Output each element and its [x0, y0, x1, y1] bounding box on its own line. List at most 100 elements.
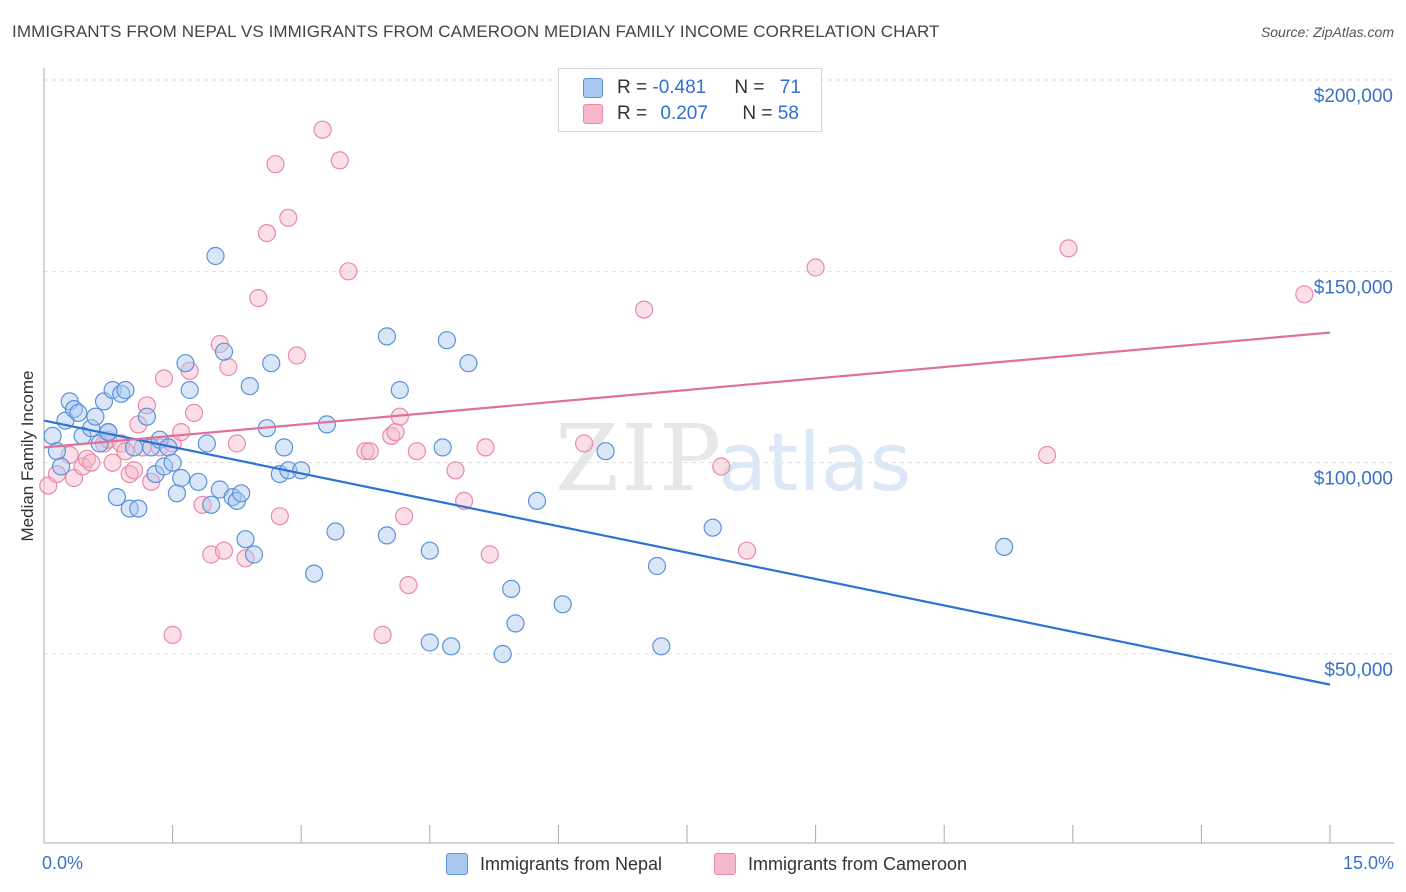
nepal-point-71 [995, 537, 1014, 557]
nepal-point-62 [493, 644, 512, 664]
cameroon-point-60 [1059, 239, 1078, 258]
nepal-point-35 [206, 246, 225, 266]
nepal-point-17 [116, 380, 135, 400]
nepal-point-64 [506, 614, 525, 633]
nepal-point-41 [236, 530, 255, 549]
bottom-legend-swatch-cameroon [714, 853, 736, 875]
legend-nepal-n-value: 71 [779, 77, 801, 98]
legend-cameroon-r-value: 0.207 [660, 103, 708, 124]
y-axis-label: Median Family Income [18, 370, 37, 541]
nepal-point-27 [163, 453, 182, 472]
series-cameroon-points [39, 120, 1314, 645]
cameroon-point-24 [184, 403, 204, 422]
cameroon-point-9 [103, 453, 122, 472]
nepal-point-53 [377, 526, 396, 545]
chart-title: IMMIGRANTS FROM NEPAL VS IMMIGRANTS FROM… [12, 22, 940, 41]
nepal-point-60 [442, 637, 461, 656]
legend-swatch-cameroon [583, 104, 603, 124]
nepal-point-0 [43, 426, 62, 445]
watermark-zip: ZIP [555, 405, 723, 512]
nepal-point-68 [647, 556, 667, 576]
nepal-point-58 [433, 438, 452, 457]
nepal-point-50 [305, 564, 324, 583]
bottom-legend-nepal: Immigrants from Nepal [446, 852, 662, 876]
y-tick-label-3: $200,000 [1314, 86, 1393, 107]
cameroon-point-50 [446, 461, 465, 480]
nepal-point-42 [240, 377, 259, 396]
x-tick-label-0: 0.0% [42, 853, 83, 873]
cameroon-point-28 [214, 541, 234, 560]
watermark-atlas: atlas [718, 416, 911, 509]
nepal-point-14 [103, 380, 122, 400]
cameroon-point-33 [257, 224, 276, 243]
y-tick-label-0: $50,000 [1324, 660, 1393, 681]
nepal-point-52 [326, 522, 345, 541]
nepal-point-25 [154, 457, 174, 476]
legend-row-cameroon: R = 0.207 N = 58 [583, 103, 799, 125]
bottom-legend-cameroon: Immigrants from Cameroon [714, 852, 967, 876]
nepal-point-28 [167, 484, 186, 503]
cameroon-point-19 [154, 369, 174, 388]
nepal-point-69 [652, 637, 671, 656]
nepal-point-6 [69, 403, 88, 422]
cameroon-point-53 [480, 545, 499, 564]
nepal-point-2 [51, 457, 71, 476]
legend-cameroon-n-label: N = [742, 103, 778, 124]
nepal-point-55 [390, 380, 409, 400]
nepal-point-63 [502, 579, 521, 599]
legend-cameroon-n-value: 58 [777, 103, 799, 124]
cameroon-point-6 [82, 453, 101, 472]
cameroon-point-32 [249, 289, 268, 308]
nepal-point-37 [214, 342, 234, 361]
legend-nepal-n-label: N = [734, 77, 770, 98]
cameroon-point-54 [574, 434, 594, 453]
cameroon-point-20 [163, 625, 182, 645]
nepal-point-20 [129, 499, 148, 518]
watermark: ZIP atlas [555, 405, 911, 512]
cameroon-point-36 [279, 208, 298, 227]
nepal-point-57 [420, 541, 439, 560]
nepal-point-21 [137, 407, 156, 426]
cameroon-point-43 [373, 625, 392, 645]
cameroon-point-59 [1037, 445, 1057, 465]
cameroon-point-57 [737, 541, 757, 560]
cameroon-point-31 [236, 549, 255, 568]
nepal-point-66 [553, 595, 572, 614]
axes [43, 68, 1394, 844]
nepal-point-32 [189, 472, 208, 491]
nepal-point-49 [292, 461, 311, 480]
nepal-point-43 [244, 545, 264, 564]
cameroon-point-48 [399, 575, 418, 595]
nepal-point-47 [275, 438, 294, 457]
cameroon-trend-line [43, 331, 1331, 449]
cameroon-point-29 [219, 357, 238, 377]
cameroon-point-42 [360, 442, 379, 461]
nepal-point-29 [172, 468, 191, 488]
trend-lines [43, 331, 1331, 686]
bottom-legend-label-cameroon: Immigrants from Cameroon [748, 853, 968, 874]
nepal-point-54 [377, 327, 396, 346]
cameroon-point-40 [339, 262, 358, 281]
cameroon-point-13 [124, 461, 144, 480]
legend-nepal-r-label: R = [617, 77, 653, 98]
cameroon-point-37 [287, 346, 306, 365]
bottom-legend-swatch-nepal [446, 853, 468, 875]
y-tick-label-1: $100,000 [1314, 469, 1393, 490]
cameroon-point-22 [172, 423, 191, 442]
legend-swatch-nepal [583, 78, 603, 98]
cameroon-point-39 [330, 151, 349, 170]
cameroon-point-52 [476, 438, 495, 457]
legend-nepal-r-value: -0.481 [652, 77, 707, 98]
nepal-point-9 [86, 407, 105, 426]
cameroon-point-34 [266, 155, 285, 174]
cameroon-point-30 [227, 434, 246, 453]
cameroon-point-35 [270, 507, 289, 526]
nepal-point-61 [459, 354, 478, 373]
nepal-point-33 [197, 434, 216, 453]
cameroon-point-56 [712, 457, 731, 476]
nepal-point-34 [202, 495, 221, 514]
cameroon-point-58 [806, 258, 825, 277]
nepal-point-70 [703, 518, 722, 537]
cameroon-point-55 [634, 300, 654, 319]
nepal-point-30 [176, 354, 195, 373]
